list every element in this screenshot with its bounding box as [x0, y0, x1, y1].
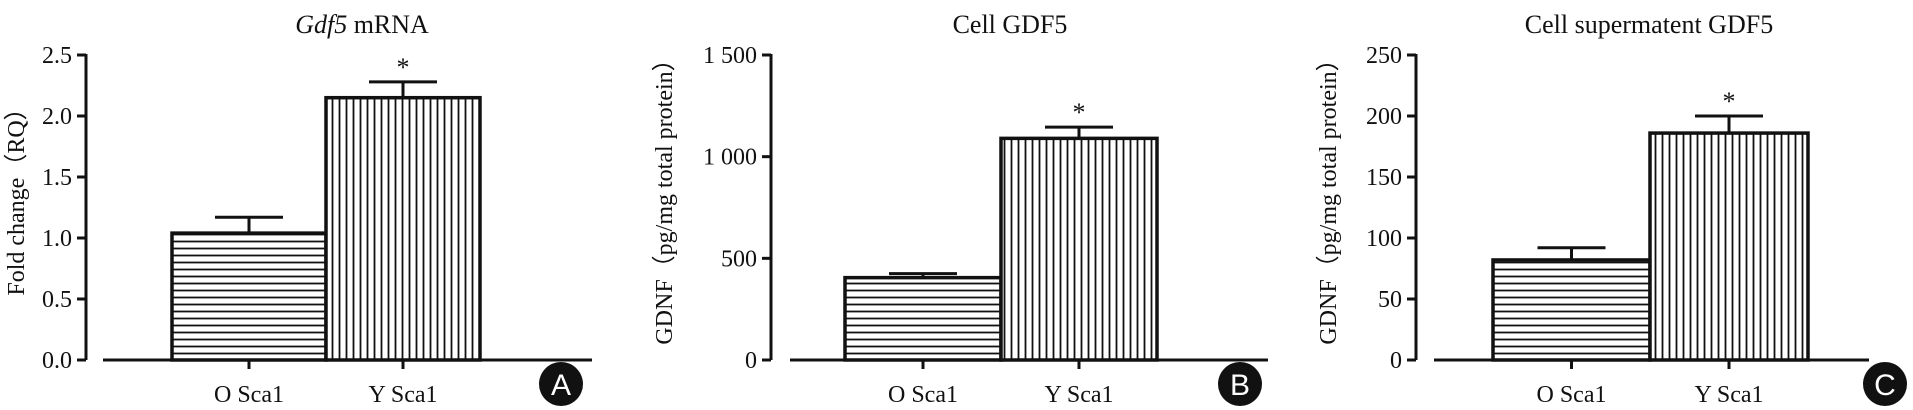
significance-marker: * — [1723, 87, 1736, 116]
bar — [324, 95, 482, 362]
y-tick-label: 200 — [1366, 104, 1402, 130]
y-tick-label: 0.0 — [42, 348, 72, 374]
x-tick-label: O Sca1 — [1537, 382, 1607, 408]
y-axis-label: Fold change（RQ） — [4, 96, 30, 295]
y-tick-label: 2.5 — [42, 43, 72, 69]
y-tick-label: 100 — [1366, 226, 1402, 252]
y-tick-label: 0 — [745, 348, 757, 374]
y-tick-label: 150 — [1366, 165, 1402, 191]
panel-letter: C — [1874, 369, 1896, 402]
x-tick-label: Y Sca1 — [368, 382, 437, 408]
x-tick-label: O Sca1 — [888, 382, 958, 408]
chart-title: Cell GDF5 — [953, 10, 1068, 39]
y-tick-label: 500 — [721, 246, 757, 272]
y-tick-label: 1.0 — [42, 226, 72, 252]
panel-b: Cell GDF5 GDNF（pg/mg total protein） 0 500… — [652, 10, 1268, 408]
y-tick-label: 0.5 — [42, 287, 72, 313]
x-tick-label: Y Sca1 — [1044, 382, 1113, 408]
y-tick-label: 250 — [1366, 43, 1402, 69]
panel-badge-b: B — [1218, 362, 1262, 406]
significance-marker: * — [397, 53, 410, 82]
chart-title: Cell supermatent GDF5 — [1525, 10, 1773, 39]
bar — [170, 231, 328, 362]
x-tick-label: Y Sca1 — [1694, 382, 1763, 408]
bar — [1491, 258, 1652, 362]
panel-letter: B — [1230, 369, 1250, 402]
panel-badge-a: A — [539, 362, 583, 406]
significance-marker: * — [1073, 98, 1086, 127]
y-axis-label: GDNF（pg/mg total protein） — [652, 47, 678, 344]
bar — [999, 136, 1159, 362]
panel-c: Cell supermatent GDF5 GDNF（pg/mg total p… — [1316, 10, 1869, 408]
y-tick-label: 1 500 — [703, 43, 757, 69]
y-axis-label: GDNF（pg/mg total protein） — [1316, 47, 1342, 344]
y-tick-label: 1 000 — [703, 145, 757, 171]
y-tick-label: 2.0 — [42, 104, 72, 130]
y-tick-label: 50 — [1378, 287, 1402, 313]
bar — [1648, 131, 1810, 362]
bar — [843, 275, 1003, 362]
title-rest: mRNA — [347, 10, 429, 39]
chart-title: Gdf5 mRNA — [295, 10, 429, 39]
title-italic: Gdf5 — [295, 10, 347, 39]
panel-badge-c: C — [1863, 362, 1907, 406]
panel-a: Gdf5 mRNA Fold change（RQ） 0.0 0.5 1.0 1.5 2.… — [4, 10, 592, 408]
panel-letter: A — [551, 369, 571, 402]
y-tick-label: 1.5 — [42, 165, 72, 191]
y-tick-label: 0 — [1390, 348, 1402, 374]
x-tick-label: O Sca1 — [214, 382, 284, 408]
